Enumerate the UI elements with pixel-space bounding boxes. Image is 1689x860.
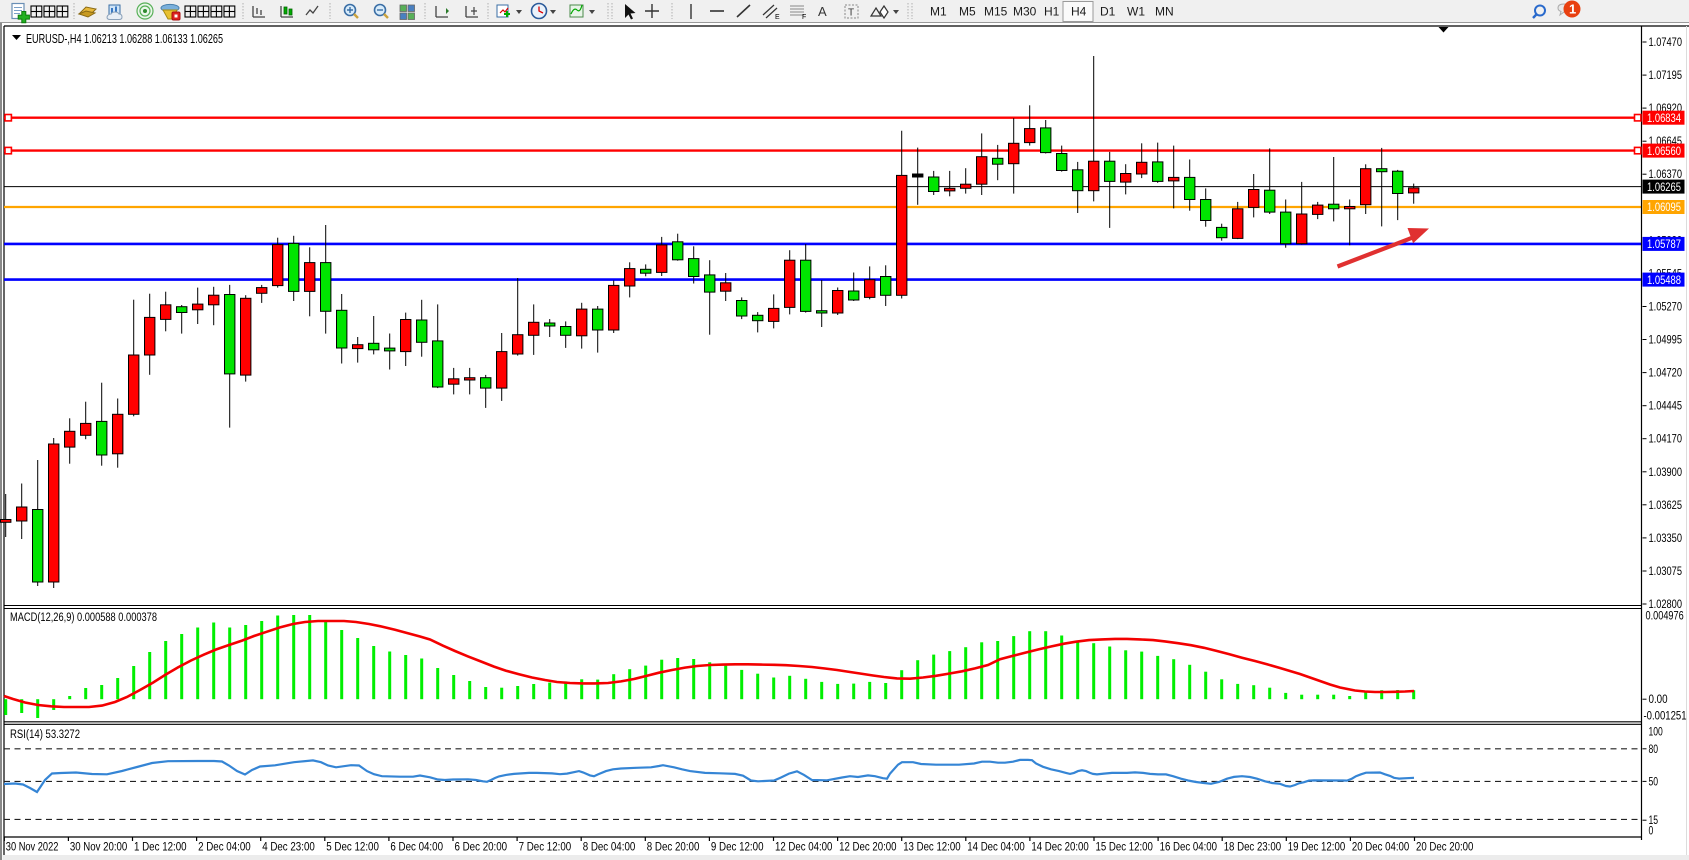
svg-text:15 Dec 12:00: 15 Dec 12:00 [1096, 842, 1153, 854]
svg-text:8 Dec 20:00: 8 Dec 20:00 [647, 842, 700, 854]
svg-text:F: F [802, 14, 806, 21]
svg-text:W1: W1 [1127, 5, 1145, 19]
svg-text:H4: H4 [1071, 5, 1087, 19]
svg-text:0.004976: 0.004976 [1646, 611, 1684, 623]
svg-text:1.02800: 1.02800 [1649, 599, 1683, 611]
svg-text:0.00: 0.00 [1649, 694, 1668, 706]
svg-text:14 Dec 20:00: 14 Dec 20:00 [1031, 842, 1088, 854]
svg-text:E: E [775, 14, 780, 21]
svg-text:D1: D1 [1100, 5, 1116, 19]
svg-text:1.06370: 1.06370 [1649, 169, 1683, 181]
svg-text:1.06095: 1.06095 [1647, 202, 1681, 214]
svg-text:6 Dec 04:00: 6 Dec 04:00 [390, 842, 443, 854]
svg-text:A: A [818, 4, 827, 19]
svg-text:1.04995: 1.04995 [1649, 335, 1683, 347]
svg-text:1.03350: 1.03350 [1649, 533, 1683, 545]
svg-text:13 Dec 12:00: 13 Dec 12:00 [903, 842, 960, 854]
svg-text:MN: MN [1155, 5, 1174, 19]
svg-text:15: 15 [1649, 815, 1659, 827]
svg-text:M1: M1 [930, 5, 947, 19]
svg-text:1.04720: 1.04720 [1649, 368, 1683, 380]
svg-text:RSI(14) 53.3272: RSI(14) 53.3272 [10, 729, 80, 741]
svg-text:1.03900: 1.03900 [1649, 467, 1683, 479]
svg-text:16 Dec 04:00: 16 Dec 04:00 [1160, 842, 1217, 854]
svg-text:M5: M5 [959, 5, 976, 19]
svg-text:5 Dec 12:00: 5 Dec 12:00 [326, 842, 379, 854]
svg-text:30 Nov 2022: 30 Nov 2022 [6, 842, 59, 854]
svg-text:1.06560: 1.06560 [1647, 146, 1681, 158]
svg-text:1: 1 [1569, 2, 1576, 17]
svg-text:M30: M30 [1013, 5, 1037, 19]
svg-text:M15: M15 [984, 5, 1008, 19]
svg-text:6 Dec 20:00: 6 Dec 20:00 [455, 842, 508, 854]
svg-text:EURUSD-,H4 1.06213 1.06288 1.: EURUSD-,H4 1.06213 1.06288 1.06133 1.062… [26, 32, 223, 46]
svg-text:14 Dec 04:00: 14 Dec 04:00 [967, 842, 1024, 854]
svg-text:18 Dec 23:00: 18 Dec 23:00 [1224, 842, 1281, 854]
svg-text:MACD(12,26,9) 0.000588 0.00037: MACD(12,26,9) 0.000588 0.000378 [10, 612, 157, 624]
svg-text:4 Dec 23:00: 4 Dec 23:00 [262, 842, 315, 854]
svg-text:12 Dec 04:00: 12 Dec 04:00 [775, 842, 832, 854]
svg-text:19 Dec 12:00: 19 Dec 12:00 [1288, 842, 1345, 854]
svg-text:8 Dec 04:00: 8 Dec 04:00 [583, 842, 636, 854]
svg-text:100: 100 [1649, 726, 1663, 738]
svg-text:7 Dec 12:00: 7 Dec 12:00 [519, 842, 572, 854]
svg-text:1.04445: 1.04445 [1649, 401, 1683, 413]
svg-text:20 Dec 04:00: 20 Dec 04:00 [1352, 842, 1409, 854]
svg-text:T: T [848, 8, 854, 19]
svg-text:12 Dec 20:00: 12 Dec 20:00 [839, 842, 896, 854]
svg-text:20 Dec 20:00: 20 Dec 20:00 [1416, 842, 1473, 854]
svg-text:1.05787: 1.05787 [1647, 239, 1681, 251]
svg-text:1.06834: 1.06834 [1647, 113, 1681, 125]
svg-text:9 Dec 12:00: 9 Dec 12:00 [711, 842, 764, 854]
svg-text:50: 50 [1649, 776, 1659, 788]
svg-text:1.06265: 1.06265 [1647, 182, 1681, 194]
svg-text:1 Dec 12:00: 1 Dec 12:00 [134, 842, 187, 854]
svg-text:1.05488: 1.05488 [1647, 275, 1681, 287]
svg-text:1.07195: 1.07195 [1649, 70, 1683, 82]
svg-text:H1: H1 [1044, 5, 1060, 19]
svg-text:1.03075: 1.03075 [1649, 566, 1683, 578]
svg-text:2 Dec 04:00: 2 Dec 04:00 [198, 842, 251, 854]
svg-text:1.05270: 1.05270 [1649, 302, 1683, 314]
svg-text:-0.001251: -0.001251 [1644, 711, 1687, 723]
svg-text:0: 0 [1649, 826, 1654, 838]
svg-text:1.04170: 1.04170 [1649, 434, 1683, 446]
svg-text:30 Nov 20:00: 30 Nov 20:00 [70, 842, 127, 854]
svg-text:1.07470: 1.07470 [1649, 37, 1683, 49]
svg-text:80: 80 [1649, 744, 1659, 756]
svg-text:1.03625: 1.03625 [1649, 500, 1683, 512]
